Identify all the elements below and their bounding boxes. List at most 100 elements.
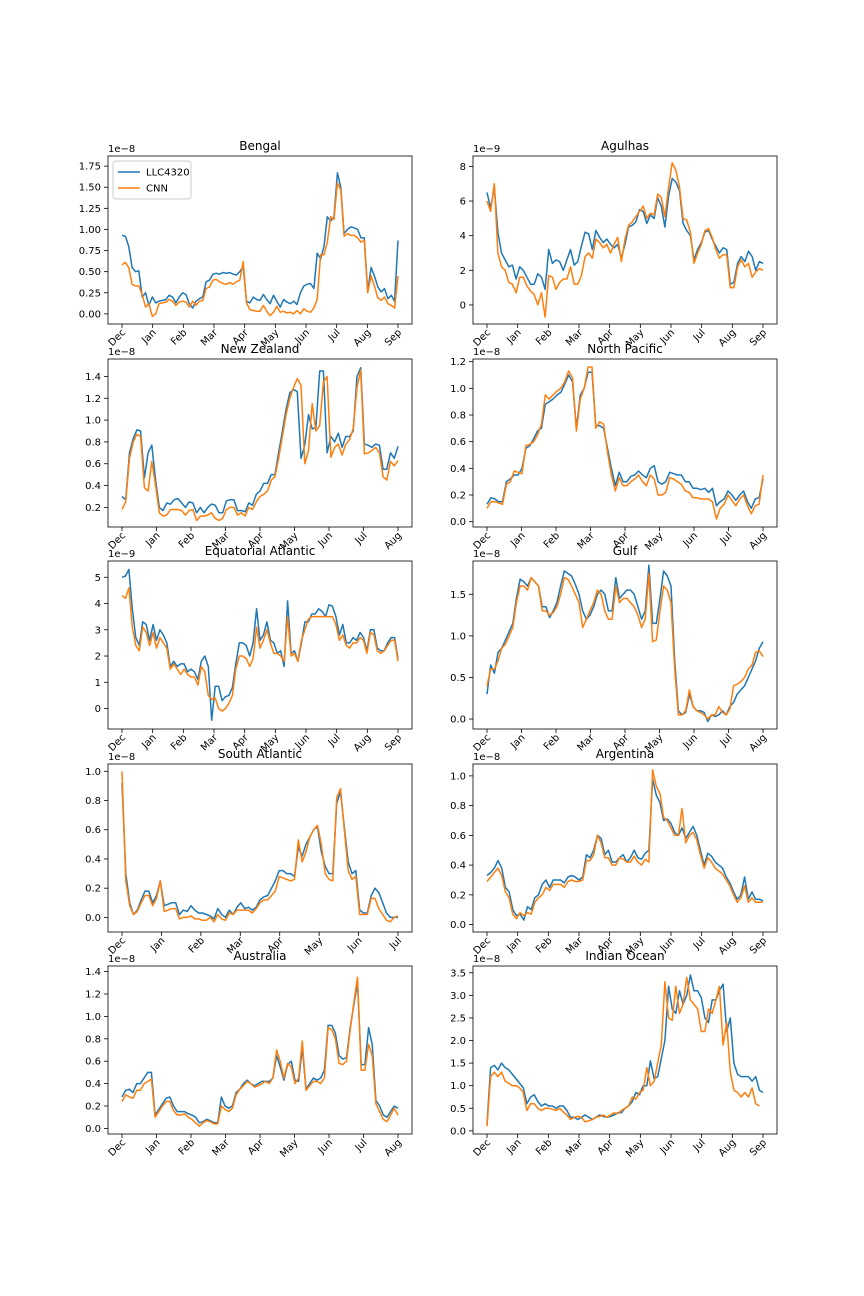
series-line-1 xyxy=(486,769,763,920)
x-tick-label: Feb xyxy=(534,935,554,955)
series-line-0 xyxy=(121,172,399,309)
series-line-1 xyxy=(121,587,399,712)
x-tick-label: May xyxy=(643,530,665,552)
series-line-0 xyxy=(486,974,764,1125)
y-tick-label: 0.4 xyxy=(450,861,466,872)
x-tick-label: Aug xyxy=(748,732,770,754)
x-tick-label: Feb xyxy=(187,935,207,955)
x-tick-label: Dec xyxy=(472,732,493,753)
y-tick-label: 6 xyxy=(460,197,466,208)
x-tick-label: Mar xyxy=(199,327,221,349)
y-tick-label: 2.5 xyxy=(450,1013,466,1024)
y-tick-label: 0.0 xyxy=(85,1124,101,1135)
y-tick-label: 1.0 xyxy=(85,416,101,427)
x-tick-label: Mar xyxy=(575,732,597,754)
x-tick-label: Jan xyxy=(508,530,527,549)
x-tick-label: Sep xyxy=(383,732,404,753)
y-tick-label: 1.0 xyxy=(85,1012,101,1023)
y-tick-label: 2 xyxy=(460,266,466,277)
x-tick-label: Aug xyxy=(717,327,739,349)
axes-frame xyxy=(472,763,778,933)
series-line-1 xyxy=(486,162,764,318)
y-tick-label: 4 xyxy=(95,599,101,610)
y-tick-label: 0.2 xyxy=(450,491,466,502)
x-tick-label: Jul xyxy=(691,1137,708,1154)
x-tick-label: Feb xyxy=(177,530,197,550)
y-tick-label: 1.4 xyxy=(85,372,101,383)
subplot-title: Equatorial Atlantic xyxy=(205,544,316,558)
y-tick-label: 0.0 xyxy=(450,1126,466,1137)
y-tick-label: 0.0 xyxy=(85,913,101,924)
x-tick-label: Feb xyxy=(534,1137,554,1157)
x-tick-label: Mar xyxy=(564,327,586,349)
y-tick-label: 5 xyxy=(95,573,101,584)
x-tick-label: Jul xyxy=(718,732,735,749)
x-tick-label: Jan xyxy=(139,327,158,346)
y-tick-label: 1.2 xyxy=(450,357,466,368)
axis-exponent: 1e−8 xyxy=(473,954,500,965)
legend: LLC4320 CNN xyxy=(112,160,192,200)
y-tick-label: 0.25 xyxy=(79,288,101,299)
y-tick-label: 0 xyxy=(460,300,466,311)
x-tick-label: Jul xyxy=(718,530,735,547)
x-tick-label: Jan xyxy=(139,732,158,751)
axes-frame xyxy=(472,358,778,528)
y-tick-label: 0.6 xyxy=(450,831,466,842)
subplot-9: 0.0 0.5 1.0 1.5 2.0 2.5 3.0 3.5 Dec Jan Feb Mar Apr M… xyxy=(450,949,778,1160)
x-tick-label: Jan xyxy=(148,935,167,954)
y-tick-label: 1.0 xyxy=(450,771,466,782)
x-tick-label: Sep xyxy=(383,327,404,348)
x-tick-label: Sep xyxy=(748,1137,769,1158)
subplot-8: 0.0 0.2 0.4 0.6 0.8 1.0 1.2 1.4 Dec Jan Feb Mar Apr M… xyxy=(85,949,413,1160)
axis-exponent: 1e−8 xyxy=(108,752,135,763)
y-tick-label: 0.8 xyxy=(85,796,101,807)
axis-exponent: 1e−8 xyxy=(108,347,135,358)
series-line-0 xyxy=(486,371,764,510)
x-tick-label: Sep xyxy=(748,327,769,348)
subplot-title: Agulhas xyxy=(601,139,649,153)
axis-exponent: 1e−9 xyxy=(108,549,135,560)
y-tick-label: 0.6 xyxy=(450,437,466,448)
subplot-0: 0.00 0.25 0.50 0.75 1.00 1.25 1.50 1.75 Dec Jan Fe… xyxy=(79,139,413,350)
legend-label-1: CNN xyxy=(146,184,168,195)
subplot-title: South Atlantic xyxy=(218,747,302,761)
y-tick-label: 0.00 xyxy=(79,309,101,320)
y-tick-label: 1.50 xyxy=(79,183,101,194)
y-tick-label: 0.4 xyxy=(85,481,101,492)
y-tick-label: 4 xyxy=(460,231,466,242)
axis-exponent: 1e−8 xyxy=(473,549,500,560)
axis-exponent: 1e−9 xyxy=(473,144,500,155)
y-tick-label: 0.4 xyxy=(85,1079,101,1090)
axis-exponent: 1e−8 xyxy=(108,144,135,155)
x-tick-label: Dec xyxy=(472,327,493,348)
x-tick-label: Dec xyxy=(107,327,128,348)
y-tick-label: 8 xyxy=(460,162,466,173)
series-line-1 xyxy=(121,976,399,1127)
x-tick-label: Jan xyxy=(504,1137,523,1156)
x-tick-label: Jun xyxy=(681,530,701,550)
y-tick-label: 1.0 xyxy=(85,767,101,778)
x-tick-label: Aug xyxy=(717,935,739,957)
y-tick-label: 0.4 xyxy=(85,854,101,865)
y-tick-label: 0.8 xyxy=(450,411,466,422)
x-tick-label: Jul xyxy=(691,327,708,344)
subplot-title: New Zealand xyxy=(221,342,300,356)
subplot-title: Bengal xyxy=(239,139,281,153)
y-tick-label: 1.5 xyxy=(450,1059,466,1070)
axis-exponent: 1e−8 xyxy=(473,347,500,358)
x-tick-label: Aug xyxy=(352,327,374,349)
axis-exponent: 1e−8 xyxy=(108,954,135,965)
y-tick-label: 1.25 xyxy=(79,204,101,215)
x-tick-label: Feb xyxy=(177,1137,197,1157)
legend-box xyxy=(112,160,192,200)
axes-frame xyxy=(107,155,413,325)
legend-label-0: LLC4320 xyxy=(146,168,190,179)
x-tick-label: May xyxy=(303,935,325,957)
y-tick-label: 1.0 xyxy=(450,631,466,642)
y-tick-label: 0.8 xyxy=(85,1034,101,1045)
x-tick-label: Jul xyxy=(326,327,343,344)
x-tick-label: May xyxy=(278,1137,300,1159)
x-tick-label: Feb xyxy=(534,327,554,347)
